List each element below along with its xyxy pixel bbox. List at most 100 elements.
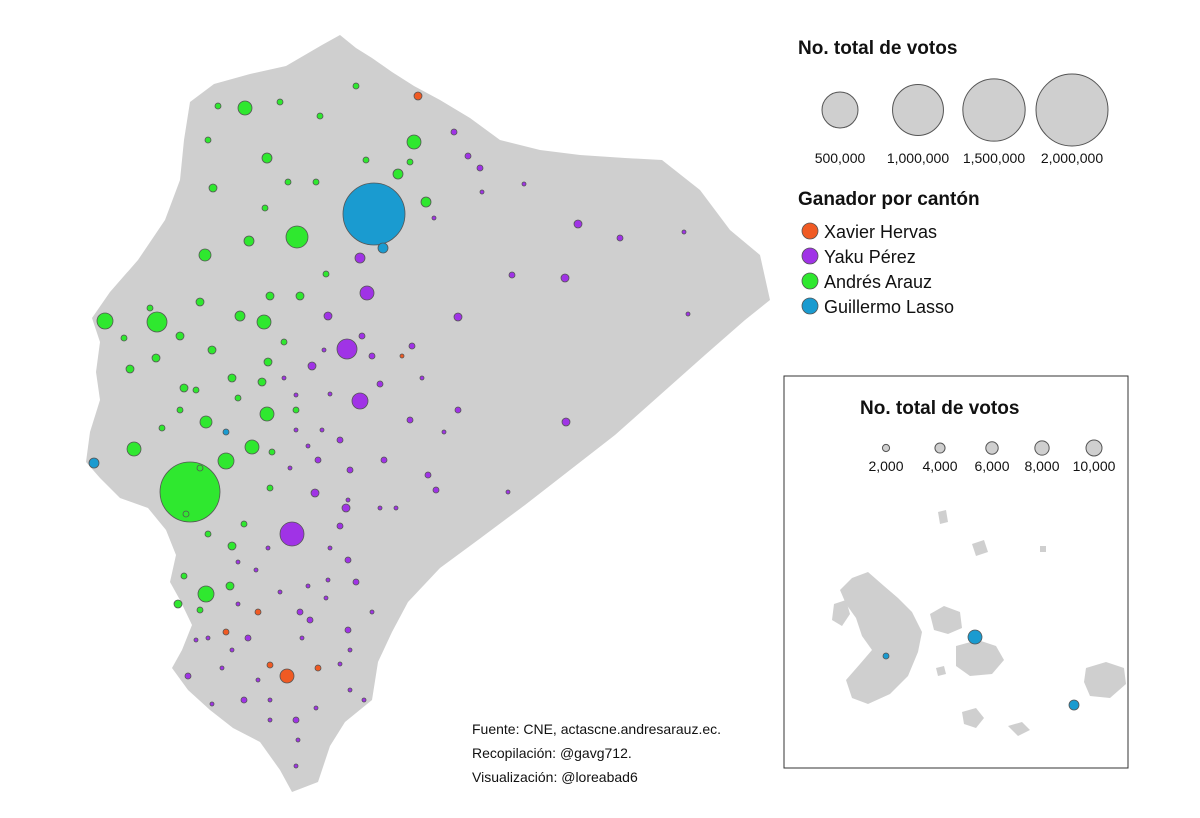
canton-bubble: [376, 380, 384, 388]
canton-bubble: [159, 461, 221, 523]
canton-bubble: [195, 297, 205, 307]
canton-bubble: [347, 647, 353, 653]
canton-bubble: [336, 338, 358, 360]
inset-size-legend-label: 10,000: [1073, 458, 1116, 474]
size-legend-circle: [962, 78, 1026, 142]
canton-bubble: [685, 311, 691, 317]
canton-bubble: [431, 215, 437, 221]
canton-bubble: [327, 545, 333, 551]
canton-bubble: [361, 697, 367, 703]
size-legend-label: 2,000,000: [1041, 150, 1103, 166]
canton-bubble: [341, 503, 351, 513]
canton-bubble: [573, 219, 583, 229]
canton-bubble: [175, 331, 185, 341]
winner-legend-swatch: [801, 222, 819, 240]
canton-bubble: [196, 464, 204, 472]
canton-bubble: [319, 427, 325, 433]
canton-bubble: [255, 677, 261, 683]
canton-bubble: [204, 136, 212, 144]
canton-bubble: [267, 697, 273, 703]
canton-bubble: [96, 312, 114, 330]
size-legend-label: 500,000: [815, 150, 866, 166]
canton-bubble: [280, 338, 288, 346]
inset-size-legend-circle: [934, 442, 946, 454]
size-legend-circle: [1035, 73, 1109, 147]
canton-bubble: [243, 235, 255, 247]
canton-bubble: [240, 520, 248, 528]
island-santa-cruz: [956, 640, 1004, 676]
inset-size-legend-title: No. total de votos: [860, 398, 1019, 419]
canton-bubble: [479, 189, 485, 195]
canton-bubble: [310, 488, 320, 498]
canton-bubble: [217, 452, 235, 470]
winner-legend: Ganador por cantón Xavier Hervas Yaku Pér…: [798, 189, 980, 317]
canton-bubble: [237, 100, 253, 116]
winner-legend-swatch: [801, 272, 819, 290]
canton-bubble: [192, 386, 200, 394]
canton-bubble: [296, 608, 304, 616]
inset-size-legend: No. total de votos 2,000 4,000 6,000 8,000 1…: [860, 398, 1116, 474]
canton-bubble: [253, 567, 259, 573]
canton-bubble: [344, 626, 352, 634]
canton-bubble: [204, 530, 212, 538]
island-fernandina: [832, 600, 850, 626]
canton-bubble: [406, 416, 414, 424]
canton-bubble: [146, 304, 154, 312]
canton-bubble: [314, 456, 322, 464]
galapagos-islands: [832, 510, 1126, 736]
canton-bubble: [392, 168, 404, 180]
canton-bubble: [287, 465, 293, 471]
canton-bubble: [561, 417, 571, 427]
canton-bubble: [454, 406, 462, 414]
canton-bubble: [126, 441, 142, 457]
canton-bubble: [336, 436, 344, 444]
canton-bubble: [151, 353, 161, 363]
canton-bubble: [323, 311, 333, 321]
canton-bubble: [179, 383, 189, 393]
winner-legend-label: Yaku Pérez: [824, 247, 916, 267]
canton-bubble: [344, 556, 352, 564]
canton-bubble: [321, 347, 327, 353]
winner-legend-swatch: [801, 247, 819, 265]
canton-bubble: [560, 273, 570, 283]
canton-bubble: [406, 158, 414, 166]
canton-bubble: [325, 577, 331, 583]
canton-bubble: [345, 497, 351, 503]
island-espanola: [1008, 722, 1030, 736]
size-legend-label: 1,500,000: [963, 150, 1025, 166]
canton-bubble: [209, 701, 215, 707]
canton-bubble: [276, 98, 284, 106]
canton-bubble: [293, 763, 299, 769]
inset-size-legend-label: 6,000: [974, 458, 1009, 474]
galapagos-canton-bubble: [882, 652, 890, 660]
size-legend-title: No. total de votos: [798, 38, 957, 59]
canton-bubble: [180, 572, 188, 580]
canton-bubble: [295, 291, 305, 301]
canton-bubble: [227, 541, 237, 551]
canton-bubble: [312, 178, 320, 186]
canton-bubble: [316, 112, 324, 120]
canton-bubble: [314, 664, 322, 672]
canton-bubble: [88, 457, 100, 469]
canton-bubble: [293, 392, 299, 398]
canton-bubble: [313, 705, 319, 711]
canton-bubble: [279, 521, 305, 547]
canton-bubble: [158, 424, 166, 432]
canton-bubble: [299, 635, 305, 641]
canton-bubble: [420, 196, 432, 208]
canton-bubble: [337, 661, 343, 667]
canton-bubble: [508, 271, 516, 279]
inset-size-legend-label: 2,000: [868, 458, 903, 474]
canton-bubble: [244, 634, 252, 642]
credit-compilation: Recopilación: @gavg712.: [472, 745, 632, 761]
size-legend: No. total de votos 500,000 1,000,000 1,500…: [798, 38, 1109, 166]
credit-visualization: Visualización: @loreabad6: [472, 769, 638, 785]
canton-bubble: [199, 415, 213, 429]
canton-bubble: [235, 559, 241, 565]
canton-bubble: [256, 314, 272, 330]
canton-bubble: [393, 505, 399, 511]
canton-bubble: [293, 427, 299, 433]
canton-bubble: [266, 661, 274, 669]
canton-bubble: [197, 585, 215, 603]
canton-bubble: [281, 375, 287, 381]
